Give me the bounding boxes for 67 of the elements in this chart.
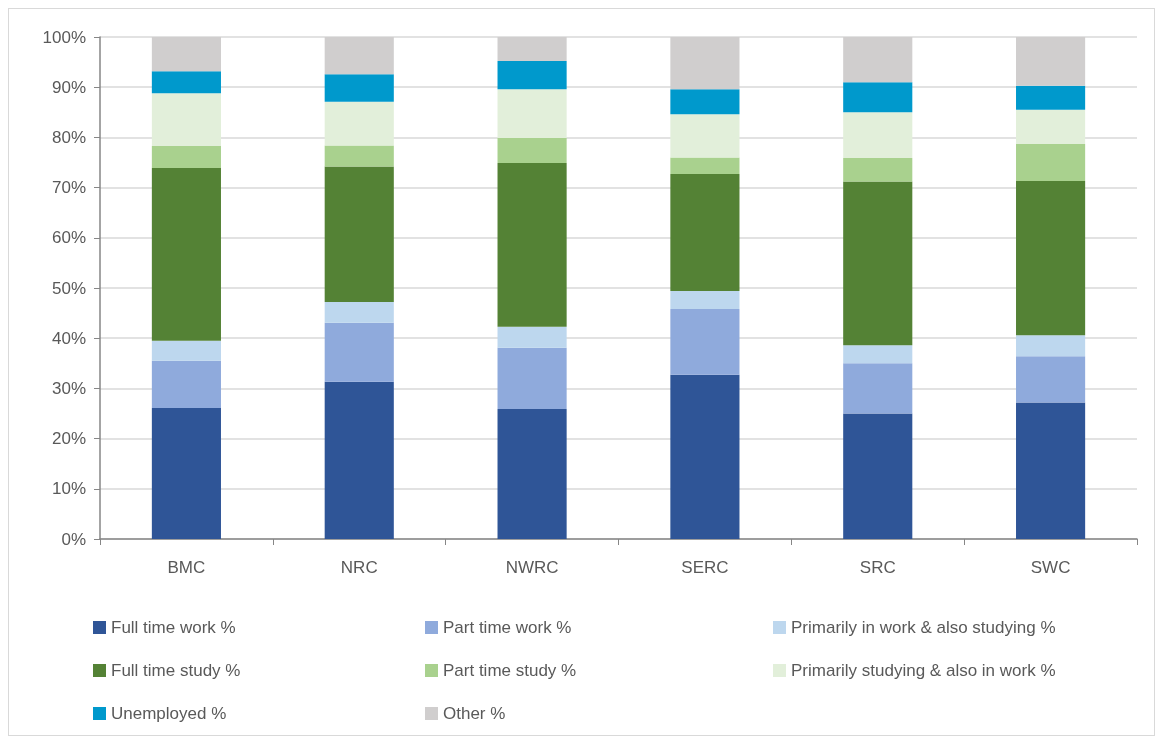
bar [843, 345, 913, 364]
y-tick-label: 30% [51, 378, 86, 398]
x-tick-label: BMC [167, 558, 206, 577]
bar [670, 89, 740, 115]
legend-label: Primarily studying & also in work % [791, 661, 1056, 680]
bar [843, 112, 913, 158]
y-tick-label: 0% [61, 529, 86, 549]
bar [151, 340, 221, 361]
legend-label: Full time work % [111, 618, 236, 637]
bar [497, 326, 567, 348]
y-tick-label: 50% [51, 278, 86, 298]
y-tick-label: 80% [51, 127, 86, 147]
bar [670, 309, 740, 375]
y-tick-label: 20% [51, 429, 86, 449]
bar [1016, 335, 1086, 357]
bar [324, 302, 394, 323]
x-tick-label: NRC [340, 558, 378, 577]
bar [843, 157, 913, 182]
bar [324, 101, 394, 146]
legend-label: Other % [443, 704, 506, 723]
y-tick-label: 60% [51, 228, 86, 248]
bar [151, 360, 221, 408]
y-tick-label: 40% [51, 328, 86, 348]
bar [324, 145, 394, 167]
bar [670, 374, 740, 539]
bar [497, 89, 567, 138]
bar [324, 381, 394, 539]
bar [670, 114, 740, 158]
legend-label: Full time study % [111, 661, 241, 680]
bar [324, 74, 394, 102]
bar [843, 413, 913, 539]
y-tick-label: 70% [51, 178, 86, 198]
bar [670, 157, 740, 175]
bar [843, 363, 913, 414]
bar [324, 322, 394, 382]
x-tick-label: SRC [859, 558, 896, 577]
bar [1016, 109, 1086, 144]
bar [843, 181, 913, 346]
bar [1016, 85, 1086, 110]
legend-label: Part time work % [443, 618, 572, 637]
bar [497, 347, 567, 409]
x-tick-label: NWRC [505, 558, 559, 577]
bar [1016, 181, 1086, 336]
bar [151, 168, 221, 341]
bar [151, 145, 221, 169]
bar [151, 407, 221, 539]
bar [670, 174, 740, 292]
legend-label: Unemployed % [111, 704, 227, 723]
y-tick-label: 90% [51, 77, 86, 97]
bar [1016, 143, 1086, 182]
bar [1016, 402, 1086, 539]
x-tick-label: SERC [681, 558, 729, 577]
bar [497, 137, 567, 163]
y-tick-label: 100% [42, 27, 86, 47]
x-tick-label: SWC [1030, 558, 1071, 577]
bar [497, 408, 567, 539]
bar [843, 82, 913, 113]
y-tick-label: 10% [51, 479, 86, 499]
bar [151, 71, 221, 94]
legend-label: Part time study % [443, 661, 577, 680]
bar [670, 291, 740, 310]
bar [497, 61, 567, 90]
bar [497, 163, 567, 327]
legend-label: Primarily in work & also studying % [791, 618, 1056, 637]
bar [324, 166, 394, 303]
bar [1016, 356, 1086, 403]
bar [151, 93, 221, 146]
